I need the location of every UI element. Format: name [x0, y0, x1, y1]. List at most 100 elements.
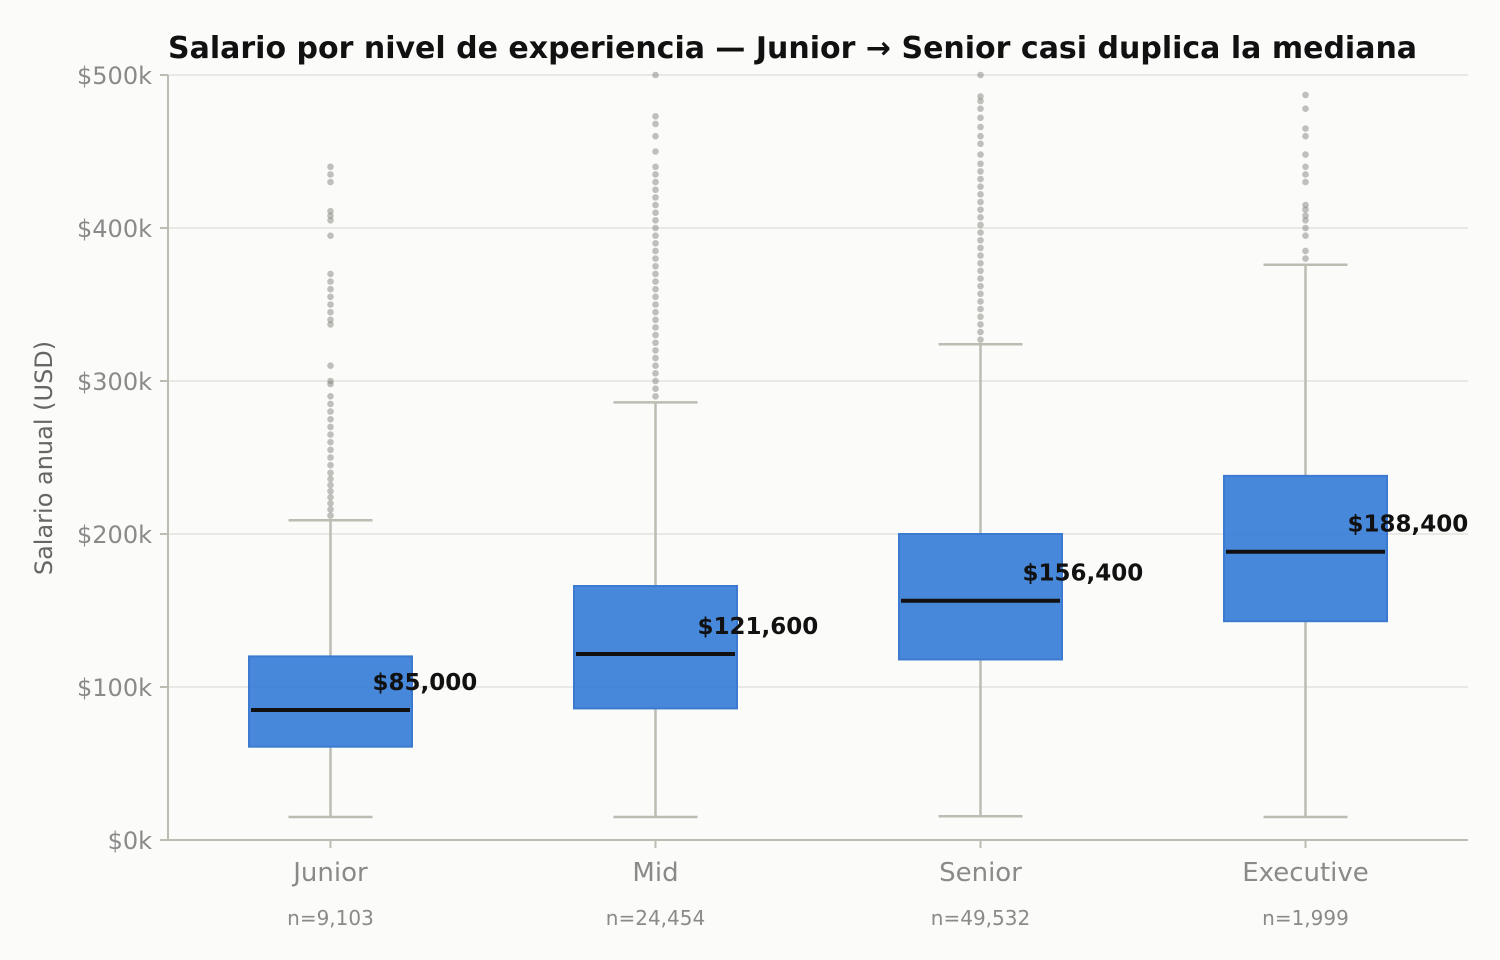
axes — [160, 74, 1468, 848]
outlier-point — [977, 168, 984, 175]
outlier-point — [652, 171, 659, 178]
outlier-point — [327, 481, 334, 489]
outlier-point — [652, 255, 659, 262]
outlier-point — [327, 178, 334, 186]
outlier-point — [327, 285, 334, 293]
outlier-point — [977, 259, 984, 267]
outlier-point — [327, 301, 334, 308]
outlier-point — [977, 160, 984, 168]
outlier-point — [652, 308, 659, 316]
outlier-point — [327, 408, 334, 415]
outlier-point — [652, 285, 659, 293]
outlier-point — [1302, 247, 1309, 255]
outlier-point — [327, 308, 334, 316]
outlier-point — [652, 71, 659, 79]
outlier-point — [652, 301, 659, 308]
iqr-box — [248, 655, 413, 748]
outlier-point — [977, 336, 984, 343]
outlier-point — [327, 461, 334, 469]
outlier-point — [1302, 206, 1309, 213]
outlier-point — [327, 446, 334, 454]
outlier-point — [1302, 255, 1309, 262]
outlier-point — [327, 362, 334, 370]
x-tick-label: Junior — [291, 858, 368, 888]
outlier-point — [327, 171, 334, 178]
outlier-point — [652, 178, 659, 186]
outlier-point — [652, 385, 659, 392]
outlier-point — [652, 113, 659, 120]
boxes — [248, 263, 1388, 819]
outlier-point — [977, 328, 984, 336]
outlier-point — [977, 183, 984, 190]
outlier-point — [977, 282, 984, 290]
outlier-point — [1302, 125, 1309, 132]
outlier-point — [327, 207, 334, 215]
outlier-point — [327, 212, 334, 220]
outlier-point — [1302, 178, 1309, 186]
outlier-point — [327, 454, 334, 461]
outlier-point — [652, 120, 659, 128]
outlier-point — [652, 132, 659, 140]
outlier-point — [327, 278, 334, 285]
outlier-point — [652, 209, 659, 216]
outlier-point — [1302, 132, 1309, 140]
outlier-point — [652, 339, 659, 347]
outlier-point — [977, 105, 984, 112]
outliers — [327, 71, 1309, 519]
outlier-point — [327, 431, 334, 438]
median-value-label: $85,000 — [373, 670, 478, 696]
outlier-point — [652, 347, 659, 354]
outlier-point — [977, 191, 984, 198]
chart-labels: $0k $100k $200k $300k $400k $500k Junior n=9,10… — [77, 62, 1468, 930]
outlier-point — [977, 206, 984, 213]
outlier-point — [652, 377, 659, 385]
y-tick-label: $500k — [77, 62, 152, 90]
outlier-point — [652, 232, 659, 239]
outlier-point — [977, 244, 984, 252]
outlier-point — [652, 247, 659, 255]
median-value-label: $121,600 — [698, 614, 819, 640]
outlier-point — [977, 132, 984, 140]
sample-count-label: n=24,454 — [606, 906, 705, 930]
outlier-point — [977, 290, 984, 298]
outlier-point — [327, 377, 334, 385]
outlier-point — [327, 500, 334, 507]
outlier-point — [1302, 232, 1309, 239]
outlier-point — [652, 201, 659, 209]
outlier-point — [1302, 151, 1309, 158]
outlier-point — [1302, 105, 1309, 112]
outlier-point — [652, 224, 659, 232]
outlier-point — [327, 232, 334, 239]
sample-count-label: n=49,532 — [931, 906, 1030, 930]
outlier-point — [977, 140, 984, 148]
outlier-point — [652, 217, 659, 224]
outlier-point — [1302, 91, 1309, 99]
outlier-point — [977, 252, 984, 259]
outlier-point — [327, 512, 334, 519]
outlier-point — [327, 487, 334, 495]
outlier-point — [977, 151, 984, 158]
outlier-point — [327, 400, 334, 408]
sample-count-label: n=9,103 — [287, 906, 374, 930]
outlier-point — [652, 362, 659, 370]
outlier-point — [327, 293, 334, 301]
outlier-point — [327, 393, 334, 400]
outlier-point — [977, 114, 984, 122]
median-value-label: $188,400 — [1348, 512, 1469, 538]
y-tick-label: $300k — [77, 368, 152, 396]
outlier-point — [327, 270, 334, 278]
outlier-point — [977, 275, 984, 282]
y-tick-label: $0k — [108, 827, 153, 855]
iqr-box — [573, 585, 738, 710]
outlier-point — [652, 262, 659, 270]
outlier-point — [1302, 201, 1309, 209]
x-tick-label: Senior — [939, 858, 1022, 888]
outlier-point — [1302, 163, 1309, 171]
chart-title: Salario por nivel de experiencia — Junio… — [168, 31, 1417, 66]
outlier-point — [977, 229, 984, 236]
outlier-point — [652, 370, 659, 377]
outlier-point — [977, 236, 984, 244]
outlier-point — [977, 93, 984, 100]
outlier-point — [652, 194, 659, 201]
